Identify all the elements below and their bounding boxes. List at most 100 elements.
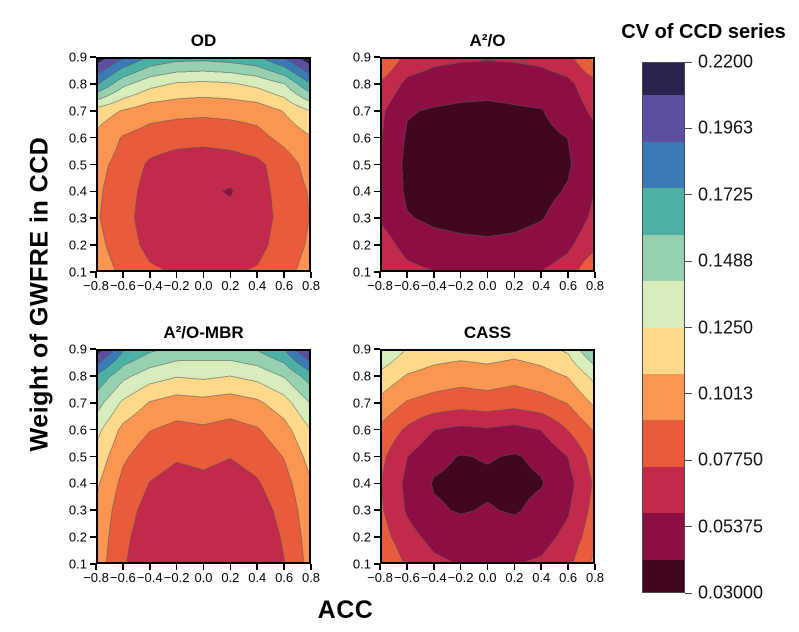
y-tick-mark — [90, 375, 96, 377]
x-tick-mark — [95, 564, 97, 570]
x-tick-mark — [459, 564, 462, 570]
x-tick-mark — [459, 272, 462, 278]
y-tick-mark — [90, 536, 96, 538]
colorbar-segment — [643, 327, 684, 374]
x-tick-label: −0.2 — [163, 570, 190, 585]
y-tick-label: 0.8 — [352, 368, 371, 384]
x-tick-label: 0.2 — [221, 570, 240, 585]
y-tick-label: 0.4 — [352, 183, 371, 199]
x-tick-mark — [229, 564, 232, 570]
y-tick-label: 0.5 — [352, 449, 371, 464]
x-tick-label: 0.4 — [532, 278, 551, 293]
y-tick-mark — [374, 56, 380, 58]
x-tick-label: −0.2 — [447, 278, 474, 293]
y-tick-label: 0.6 — [352, 130, 371, 146]
colorbar-segment — [643, 466, 684, 514]
y-tick-mark — [90, 428, 96, 431]
colorbar-tick-mark — [685, 526, 692, 528]
colorbar-segment — [643, 513, 684, 560]
y-tick-label: 0.7 — [352, 103, 371, 119]
colorbar-tick-mark — [685, 260, 692, 262]
panel-title-cass: CASS — [463, 323, 512, 342]
y-tick-label: 0.4 — [68, 475, 87, 491]
x-tick-label: −0.4 — [420, 278, 447, 293]
colorbar-segment — [643, 188, 684, 235]
y-tick-label: 0.6 — [68, 422, 87, 438]
x-tick-mark — [486, 272, 489, 278]
x-tick-mark — [283, 272, 285, 278]
y-tick-mark — [90, 217, 96, 220]
colorbar-segment — [643, 95, 684, 142]
colorbar-tick-mark — [685, 127, 692, 129]
x-tick-label: 0.6 — [275, 278, 294, 293]
colorbar-segment — [643, 373, 684, 421]
y-tick-label: 0.9 — [352, 49, 371, 65]
x-tick-mark — [122, 272, 124, 278]
y-tick-label: 0.8 — [352, 76, 371, 92]
x-tick-label: −0.4 — [420, 570, 447, 585]
y-tick-mark — [90, 244, 96, 246]
x-tick-label: 0.2 — [505, 278, 524, 293]
x-tick-label: −0.8 — [83, 570, 109, 585]
x-tick-mark — [540, 272, 543, 278]
y-tick-label: 0.9 — [68, 341, 87, 357]
x-tick-mark — [406, 272, 408, 278]
y-tick-label: 0.1 — [68, 556, 87, 572]
y-tick-mark — [374, 217, 380, 220]
contour-canvas-a2o-mbr — [96, 349, 311, 564]
y-tick-label: 0.3 — [68, 210, 87, 226]
panel-a2o-mbr: A²/O-MBR 0.9 0.8 0.7 0.6 0.5 0.4 0.3 0.2 0.1 −0.8… — [69, 323, 320, 585]
x-tick-label: 0.6 — [559, 278, 578, 293]
x-tick-label: 0.8 — [585, 570, 605, 585]
y-tick-mark — [90, 401, 96, 404]
colorbar-tick-mark — [685, 393, 692, 395]
y-tick-label: 0.7 — [68, 103, 87, 119]
colorbar-segment — [643, 420, 684, 467]
colorbar-tick-mark — [685, 61, 692, 63]
x-tick-mark — [148, 564, 151, 570]
x-tick-mark — [513, 564, 516, 570]
x-tick-mark — [202, 564, 205, 570]
x-tick-label: 0.4 — [532, 570, 551, 585]
y-tick-label: 0.4 — [352, 475, 371, 491]
x-tick-mark — [310, 564, 312, 570]
x-tick-mark — [202, 272, 205, 278]
colorbar-tick-label: 0.2200 — [698, 51, 754, 72]
colorbar-tick-mark — [685, 194, 692, 196]
panel-title-a2o: A²/O — [469, 31, 506, 50]
colorbar-tick-label: 0.03000 — [698, 582, 764, 603]
y-tick-mark — [90, 163, 96, 166]
x-tick-mark — [432, 564, 435, 570]
x-tick-mark — [256, 272, 259, 278]
colorbar-gradient — [642, 62, 685, 593]
colorbar-tick-label: 0.1725 — [698, 184, 754, 205]
y-tick-mark — [374, 244, 380, 246]
y-tick-mark — [374, 136, 380, 139]
colorbar-tick-mark — [685, 459, 692, 461]
y-tick-mark — [374, 190, 380, 193]
x-tick-mark — [486, 564, 489, 570]
x-tick-mark — [283, 564, 285, 570]
colorbar-tick-label: 0.1013 — [698, 383, 754, 404]
panel-title-od: OD — [190, 31, 217, 50]
y-tick-mark — [90, 348, 96, 350]
y-tick-mark — [374, 455, 380, 458]
x-tick-mark — [594, 564, 596, 570]
y-tick-label: 0.9 — [68, 49, 87, 65]
y-tick-mark — [374, 109, 380, 112]
y-tick-label: 0.1 — [352, 556, 371, 572]
x-tick-label: 0.2 — [505, 570, 524, 585]
colorbar-tick-label: 0.1963 — [698, 117, 754, 138]
y-tick-mark — [90, 563, 96, 565]
y-tick-label: 0.2 — [352, 529, 371, 545]
y-tick-label: 0.7 — [68, 395, 87, 411]
y-tick-mark — [90, 482, 96, 485]
x-tick-label: −0.6 — [110, 570, 136, 585]
y-tick-label: 0.2 — [68, 529, 87, 545]
y-tick-label: 0.5 — [68, 157, 87, 172]
x-tick-label: 0.4 — [248, 278, 267, 293]
x-tick-mark — [148, 272, 151, 278]
colorbar-segment — [643, 281, 684, 328]
x-tick-mark — [513, 272, 516, 278]
